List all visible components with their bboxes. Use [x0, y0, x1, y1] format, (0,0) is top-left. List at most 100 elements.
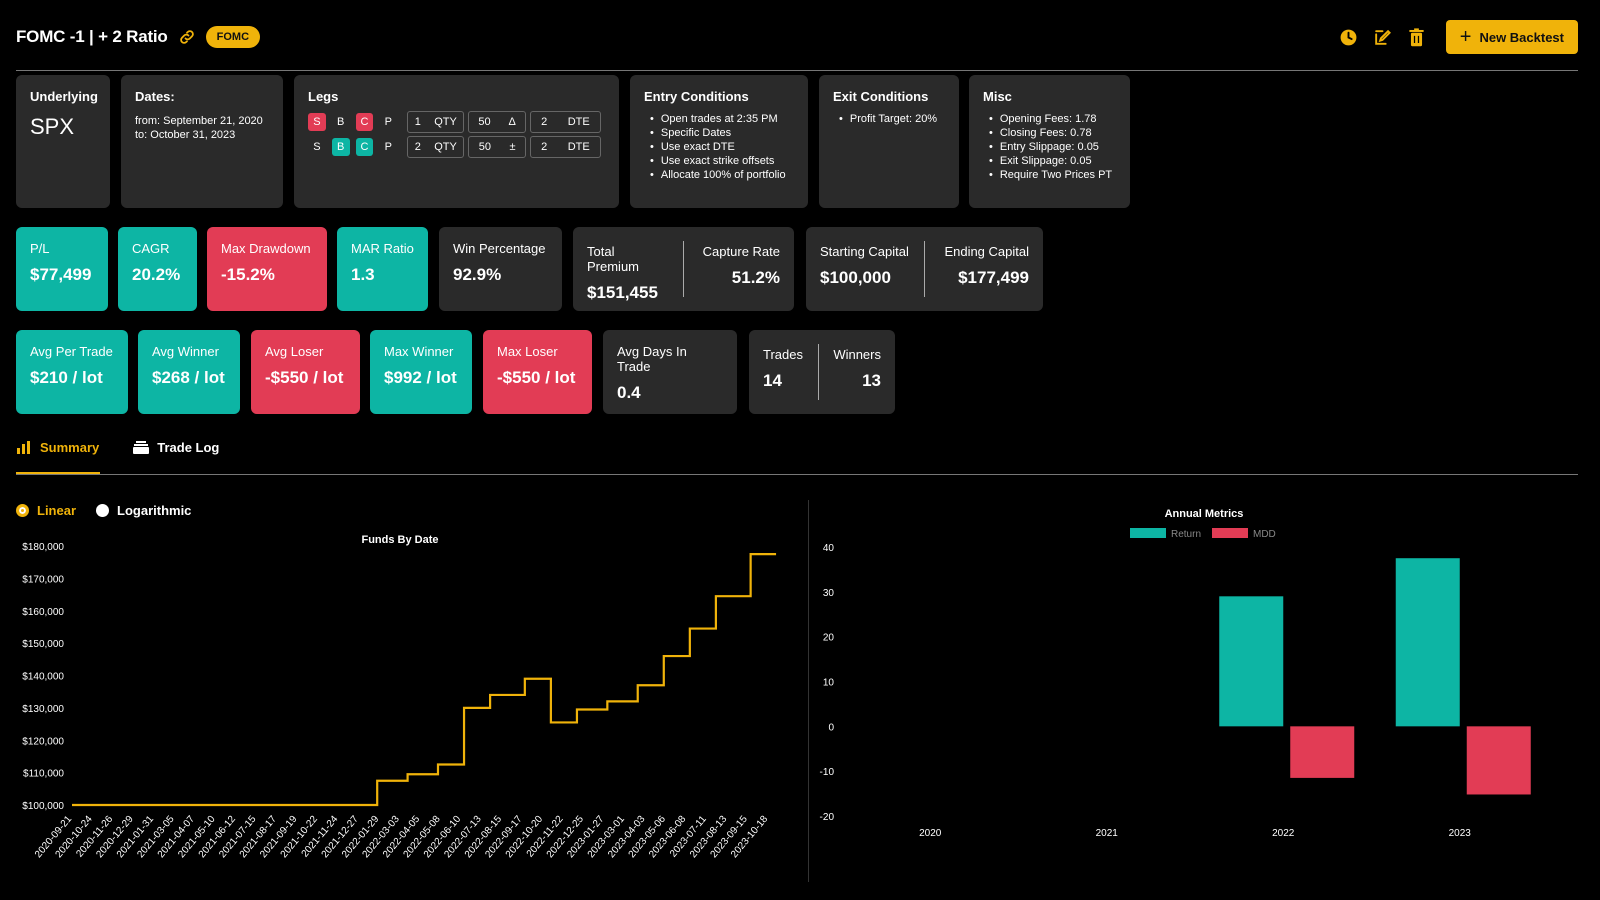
linear-radio[interactable]: Linear: [16, 503, 76, 518]
stat-label: Starting Capital: [820, 244, 909, 259]
qty-value: 1: [414, 116, 421, 128]
dte-value: 2: [541, 141, 548, 153]
misc-card: Misc Opening Fees: 1.78 Closing Fees: 0.…: [969, 75, 1130, 208]
qty-value: 2: [414, 141, 421, 153]
bar-mdd-2022: [1290, 726, 1355, 778]
pl-stat: P/L $77,499: [16, 227, 108, 311]
list-item: Use exact strike offsets: [644, 154, 794, 168]
tab-label: Trade Log: [157, 440, 220, 455]
stat-value: 13: [862, 371, 881, 390]
x-tick-label: 2022: [1272, 828, 1295, 839]
entry-conditions-list: Open trades at 2:35 PM Specific Dates Us…: [644, 112, 794, 182]
y-tick-label: $120,000: [22, 736, 64, 747]
stat-label: Max Loser: [497, 344, 558, 359]
list-item: Profit Target: 20%: [833, 112, 945, 126]
leg-type-call[interactable]: C: [355, 113, 374, 131]
underlying-label: Underlying: [30, 89, 98, 104]
chart-divider: [808, 500, 809, 882]
legend-label: Return: [1171, 529, 1201, 540]
stat-value: 51.2%: [731, 268, 780, 287]
list-item: Require Two Prices PT: [983, 168, 1116, 182]
y-tick-label: 30: [823, 588, 835, 599]
legend-swatch: [1212, 528, 1248, 538]
bar-mdd-2023: [1466, 726, 1531, 795]
entry-conditions-card: Entry Conditions Open trades at 2:35 PM …: [630, 75, 808, 208]
mar-ratio-stat: MAR Ratio 1.3: [337, 227, 428, 311]
avg-loser-stat: Avg Loser -$550 / lot: [251, 330, 360, 414]
leg-type-put[interactable]: P: [384, 141, 392, 153]
leg-side-buy[interactable]: B: [337, 116, 345, 128]
stat-value: 14: [763, 371, 782, 390]
clock-icon[interactable]: [1338, 26, 1360, 48]
leg-qty-field[interactable]: 1 QTY: [407, 111, 465, 133]
stat-value: -15.2%: [221, 265, 275, 284]
leg-side-sell[interactable]: S: [313, 141, 321, 153]
trash-icon[interactable]: [1406, 26, 1428, 48]
y-tick-label: 10: [823, 678, 835, 689]
tab-bar: Summary Trade Log: [16, 440, 219, 465]
y-tick-label: $150,000: [22, 639, 64, 650]
bar-return-2023: [1395, 558, 1460, 727]
page-title: FOMC -1 | + 2 Ratio: [16, 27, 168, 46]
leg-qty-field[interactable]: 2 QTY: [407, 136, 465, 158]
win-percentage-stat: Win Percentage 92.9%: [439, 227, 562, 311]
x-tick-label: 2021: [1096, 828, 1119, 839]
chart-title: Funds By Date: [361, 534, 438, 546]
new-backtest-label: New Backtest: [1479, 29, 1564, 45]
annual-metrics-chart: Annual Metrics Return MDD -20 -10 0 10 20 30 40…: [820, 508, 1531, 839]
list-item: Specific Dates: [644, 126, 794, 140]
leg-delta-field[interactable]: 50 ±: [468, 136, 526, 158]
stat-label: Avg Loser: [265, 344, 324, 359]
delta-symbol: Δ: [508, 116, 516, 128]
stat-label: Win Percentage: [453, 241, 546, 256]
list-item: Entry Slippage: 0.05: [983, 140, 1116, 154]
stat-label: Ending Capital: [944, 244, 1029, 259]
y-tick-label: $130,000: [22, 704, 64, 715]
legend-label: MDD: [1253, 529, 1276, 540]
stat-label: CAGR: [132, 241, 170, 256]
capture-rate: Capture Rate 51.2%: [698, 241, 780, 297]
x-tick-label: 2023: [1449, 828, 1472, 839]
chart-title: Annual Metrics: [1165, 508, 1244, 520]
stat-label: Total Premium: [587, 244, 640, 274]
leg-type-call[interactable]: C: [355, 138, 374, 156]
list-item: Exit Slippage: 0.05: [983, 154, 1116, 168]
qty-unit: QTY: [434, 116, 457, 128]
stat-value: $100,000: [820, 268, 891, 287]
edit-icon[interactable]: [1372, 26, 1394, 48]
list-item: Use exact DTE: [644, 140, 794, 154]
stat-label: Avg Per Trade: [30, 344, 113, 359]
delta-symbol: ±: [509, 141, 516, 153]
leg-dte-field[interactable]: 2 DTE: [529, 111, 601, 133]
y-tick-label: -20: [820, 812, 835, 823]
stat-value: $210 / lot: [30, 368, 103, 387]
list-item: Opening Fees: 1.78: [983, 112, 1116, 126]
max-winner-stat: Max Winner $992 / lot: [370, 330, 472, 414]
radio-unselected-icon: [96, 504, 110, 517]
new-backtest-button[interactable]: + New Backtest: [1445, 20, 1578, 54]
qty-unit: QTY: [434, 141, 457, 153]
tab-summary[interactable]: Summary: [16, 440, 99, 465]
leg-dte-field[interactable]: 2 DTE: [529, 136, 601, 158]
legs-card: Legs S B C P 1 QTY 50 Δ 2 DTE S B C P 2 QTY …: [294, 75, 619, 208]
radio-label: Logarithmic: [117, 503, 192, 518]
stat-label: Winners: [833, 347, 881, 362]
leg-type-put[interactable]: P: [384, 116, 392, 128]
avg-per-trade-stat: Avg Per Trade $210 / lot: [16, 330, 128, 414]
y-tick-label: -10: [820, 767, 835, 778]
leg-delta-field[interactable]: 50 Δ: [468, 111, 526, 133]
dte-value: 2: [541, 116, 548, 128]
dates-from: from: September 21, 2020: [135, 115, 263, 127]
link-icon[interactable]: [178, 28, 196, 46]
stat-value: $151,455: [587, 283, 658, 302]
leg-side-sell[interactable]: S: [308, 113, 326, 131]
stat-value: -$550 / lot: [265, 368, 344, 387]
leg-side-buy[interactable]: B: [331, 138, 350, 156]
underlying-card: Underlying SPX: [16, 75, 110, 208]
delta-value: 50: [478, 141, 491, 153]
premium-capture-stat: Total Premium $151,455 Capture Rate 51.2…: [573, 227, 794, 311]
logarithmic-radio[interactable]: Logarithmic: [96, 503, 191, 518]
y-tick-label: $110,000: [23, 769, 64, 780]
avg-days-stat: Avg Days In Trade 0.4: [603, 330, 737, 414]
tab-trade-log[interactable]: Trade Log: [133, 440, 219, 465]
